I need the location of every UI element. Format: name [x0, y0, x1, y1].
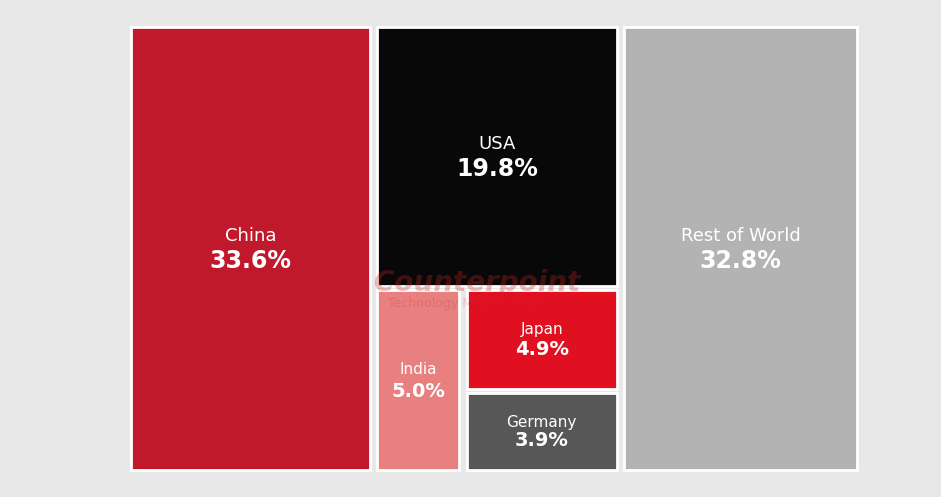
Text: Counterpoint: Counterpoint — [375, 269, 581, 298]
Text: 3.9%: 3.9% — [515, 431, 568, 450]
Text: 19.8%: 19.8% — [456, 157, 538, 181]
Text: 4.9%: 4.9% — [515, 340, 568, 359]
FancyBboxPatch shape — [377, 27, 616, 286]
FancyBboxPatch shape — [131, 27, 370, 470]
FancyBboxPatch shape — [377, 290, 459, 470]
Text: 32.8%: 32.8% — [700, 249, 782, 273]
Text: Japan: Japan — [520, 322, 563, 337]
Text: Rest of World: Rest of World — [680, 227, 801, 245]
Text: USA: USA — [478, 135, 516, 153]
Text: Germany: Germany — [506, 415, 577, 430]
FancyBboxPatch shape — [624, 27, 857, 470]
Text: 5.0%: 5.0% — [391, 382, 445, 401]
FancyBboxPatch shape — [467, 290, 616, 389]
Text: Technology Market Research: Technology Market Research — [388, 297, 566, 310]
Text: 33.6%: 33.6% — [209, 249, 292, 273]
FancyBboxPatch shape — [467, 393, 616, 470]
Text: China: China — [225, 227, 276, 245]
Text: India: India — [400, 362, 437, 377]
